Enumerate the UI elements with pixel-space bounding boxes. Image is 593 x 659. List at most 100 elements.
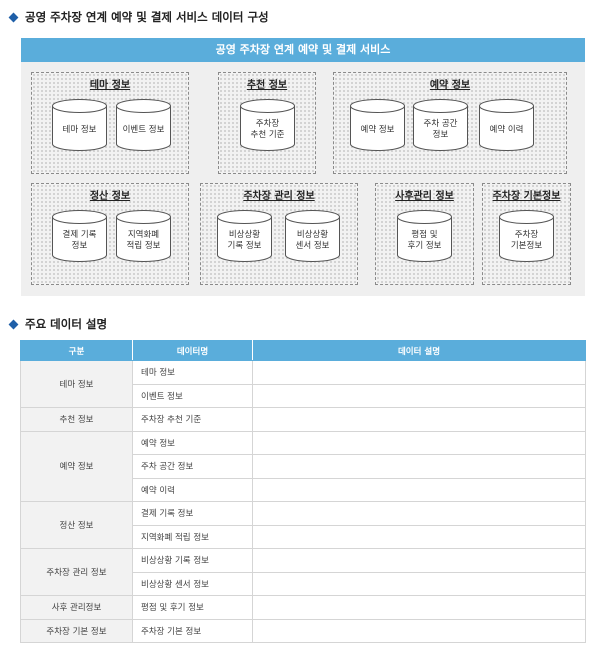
- data-name-cell: 지역화폐 적립 정보: [132, 524, 253, 549]
- table-row: 주차 공간 정보: [21, 454, 586, 479]
- data-name-cell: 예약 이력: [132, 477, 253, 502]
- database-cylinder-icon: [413, 99, 468, 151]
- database-cylinder-icon: [52, 99, 107, 151]
- diamond-bullet-icon: [8, 319, 19, 329]
- database-cylinder-icon: [499, 210, 554, 262]
- table-row: 예약 이력: [21, 477, 586, 502]
- cylinder-reservation-info: 예약 정보: [350, 99, 405, 151]
- database-cylinder-icon: [479, 99, 534, 151]
- cylinder-local-currency: 지역화폐 적립 정보: [116, 210, 171, 262]
- cylinder-label: 예약 이력: [489, 124, 524, 135]
- category-cell: 테마 정보: [20, 360, 133, 408]
- cylinder-reservation-history: 예약 이력: [479, 99, 534, 151]
- table-row: 정산 정보 결제 기록 정보: [20, 501, 586, 549]
- diamond-bullet-icon: [8, 12, 19, 22]
- cylinder-label: 결제 기록 정보: [62, 230, 97, 251]
- group-label: 주차장 기본정보: [492, 191, 561, 202]
- table-row: 예약 정보 예약 정보: [20, 430, 586, 502]
- group-aftercare-info: 사후관리 정보 평점 및 후기 정보: [375, 183, 474, 285]
- group-label: 사후관리 정보: [395, 191, 454, 202]
- description-cell: [252, 477, 586, 502]
- category-cell: 추천 정보: [20, 407, 133, 432]
- group-theme-info: 테마 정보 테마 정보 이벤트 정보: [31, 72, 189, 174]
- group-parking-basic-info: 주차장 기본정보 주차장 기본정보: [482, 183, 571, 285]
- data-name-cell: 비상상황 센서 정보: [132, 571, 253, 596]
- table-row: 테마 정보 테마 정보: [20, 360, 586, 408]
- category-cell: 정산 정보: [20, 501, 133, 549]
- cylinder-label: 비상상황 기록 정보: [227, 230, 262, 251]
- cylinder-label: 평점 및 후기 정보: [407, 230, 442, 251]
- data-name-cell: 예약 정보: [132, 430, 253, 455]
- section-title-data-structure: 공영 주차장 연계 예약 및 결제 서비스 데이터 구성: [6, 9, 269, 25]
- description-cell: [252, 407, 586, 432]
- cylinder-event-info: 이벤트 정보: [116, 99, 171, 151]
- cylinder-emergency-record: 비상상황 기록 정보: [217, 210, 272, 262]
- group-label: 추천 정보: [246, 80, 288, 91]
- database-cylinder-icon: [217, 210, 272, 262]
- cylinder-label: 지역화폐 적립 정보: [126, 230, 161, 251]
- cylinder-label: 주차장 추천 기준: [250, 119, 285, 140]
- database-cylinder-icon: [350, 99, 405, 151]
- database-cylinder-icon: [285, 210, 340, 262]
- cylinder-label: 테마 정보: [62, 124, 97, 135]
- cylinder-parking-space: 주차 공간 정보: [413, 99, 468, 151]
- table-row: 사후 관리정보 평점 및 후기 정보: [20, 595, 586, 620]
- database-cylinder-icon: [52, 210, 107, 262]
- description-cell: [252, 501, 586, 526]
- table-row: 추천 정보 주차장 추천 기준: [20, 407, 586, 432]
- description-cell: [252, 618, 586, 643]
- cylinder-label: 비상상황 센서 정보: [295, 230, 330, 251]
- data-structure-diagram: 공영 주차장 연계 예약 및 결제 서비스 테마 정보 테마 정보 이벤트 정보…: [21, 38, 585, 296]
- category-cell: 주차장 기본 정보: [20, 618, 133, 643]
- table-row: 주차장 관리 정보 비상상황 기록 정보: [20, 548, 586, 596]
- diagram-banner: 공영 주차장 연계 예약 및 결제 서비스: [21, 38, 585, 62]
- column-header-category: 구분: [20, 340, 133, 361]
- data-name-cell: 비상상황 기록 정보: [132, 548, 253, 573]
- group-reservation-info: 예약 정보 예약 정보 주차 공간 정보 예약 이력: [333, 72, 567, 174]
- cylinder-parking-recommend: 주차장 추천 기준: [240, 99, 295, 151]
- category-cell: 예약 정보: [20, 430, 133, 502]
- description-cell: [252, 548, 586, 573]
- cylinder-label: 예약 정보: [360, 124, 395, 135]
- column-header-data-name: 데이터명: [132, 340, 253, 361]
- description-cell: [252, 430, 586, 455]
- cylinder-label: 주차 공간 정보: [423, 119, 458, 140]
- database-cylinder-icon: [116, 99, 171, 151]
- group-parking-management: 주차장 관리 정보 비상상황 기록 정보 비상상황 센서 정보: [200, 183, 358, 285]
- section-title-text: 공영 주차장 연계 예약 및 결제 서비스 데이터 구성: [25, 10, 269, 24]
- data-name-cell: 주차장 추천 기준: [132, 407, 253, 432]
- cylinder-parking-basic: 주차장 기본정보: [499, 210, 554, 262]
- description-cell: [252, 360, 586, 385]
- cylinder-label: 이벤트 정보: [122, 124, 165, 135]
- cylinder-rating-review: 평점 및 후기 정보: [397, 210, 452, 262]
- data-description-table: 구분 데이터명 데이터 설명 테마 정보 테마 정보 이벤트 정보 추천 정보 …: [20, 340, 586, 643]
- data-name-cell: 이벤트 정보: [132, 383, 253, 408]
- table-row: 주차장 기본 정보 주차장 기본 정보: [20, 618, 586, 643]
- cylinder-theme-info: 테마 정보: [52, 99, 107, 151]
- section-title-data-description: 주요 데이터 설명: [6, 316, 107, 332]
- group-label: 테마 정보: [89, 80, 131, 91]
- table-header-row: 구분 데이터명 데이터 설명: [20, 340, 586, 361]
- category-cell: 주차장 관리 정보: [20, 548, 133, 596]
- database-cylinder-icon: [240, 99, 295, 151]
- section-title-text: 주요 데이터 설명: [25, 317, 108, 331]
- cylinder-label: 주차장 기본정보: [510, 230, 543, 251]
- cylinder-emergency-sensor: 비상상황 센서 정보: [285, 210, 340, 262]
- description-cell: [252, 383, 586, 408]
- data-name-cell: 주차 공간 정보: [132, 454, 253, 479]
- description-cell: [252, 454, 586, 479]
- description-cell: [252, 524, 586, 549]
- table-row: 이벤트 정보: [21, 383, 586, 408]
- group-recommend-info: 추천 정보 주차장 추천 기준: [218, 72, 316, 174]
- category-cell: 사후 관리정보: [20, 595, 133, 620]
- data-name-cell: 평점 및 후기 정보: [132, 595, 253, 620]
- group-label: 주차장 관리 정보: [243, 191, 315, 202]
- column-header-description: 데이터 설명: [252, 340, 586, 361]
- description-cell: [252, 571, 586, 596]
- group-settlement-info: 정산 정보 결제 기록 정보 지역화폐 적립 정보: [31, 183, 189, 285]
- description-cell: [252, 595, 586, 620]
- data-name-cell: 주차장 기본 정보: [132, 618, 253, 643]
- group-label: 정산 정보: [89, 191, 131, 202]
- database-cylinder-icon: [397, 210, 452, 262]
- cylinder-payment-record: 결제 기록 정보: [52, 210, 107, 262]
